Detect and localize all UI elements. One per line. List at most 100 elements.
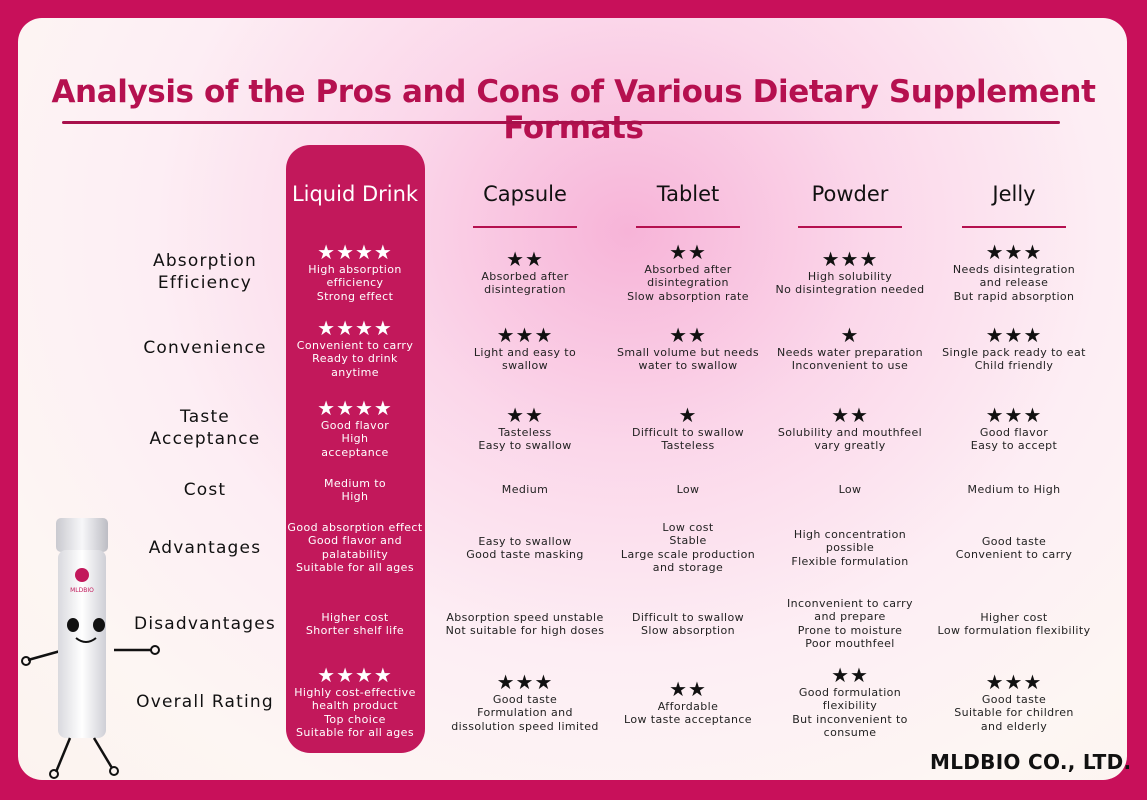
cell-text-line: Low xyxy=(838,483,862,496)
row-label-line: Efficiency xyxy=(157,273,253,293)
infographic-card xyxy=(18,18,1127,780)
cell-text-line: water to swallow xyxy=(638,359,738,373)
cell-capsule-cost: Medium xyxy=(443,483,607,496)
cell-text-line: Absorbed after xyxy=(481,270,569,283)
cell-text-line: Medium xyxy=(501,483,549,496)
star-rating: ★★★ xyxy=(496,323,554,347)
mascot-bottle-illustration: MLDBIO xyxy=(21,518,160,779)
row-label-line: Acceptance xyxy=(149,429,261,449)
cell-text-line: Convenient to carry xyxy=(296,339,414,352)
cell-text-line: and storage xyxy=(652,561,724,575)
page-title: Analysis of the Pros and Cons of Various… xyxy=(51,74,1096,146)
cell-liquid-drink-absorption-efficiency: ★★★★ High absorption efficiency Strong effe… xyxy=(273,241,437,303)
cell-text-line: Suitable for children xyxy=(954,706,1074,720)
cell-text-line: consume xyxy=(823,726,877,740)
star-rating: ★★★ xyxy=(985,670,1043,694)
cell-text-line: Medium to High xyxy=(967,483,1061,496)
cell-text-line: Difficult to swallow xyxy=(631,611,745,624)
cell-text-line: possible xyxy=(825,541,875,555)
row-label-taste-acceptance: Taste Acceptance xyxy=(120,406,290,450)
cell-text-line: High solubility xyxy=(807,270,893,283)
cell-text-line: Slow absorption xyxy=(640,624,736,638)
cell-text-line: Top choice xyxy=(324,712,386,726)
cell-text-line: Easy to swallow xyxy=(478,535,572,548)
star-rating: ★★★★ xyxy=(317,663,393,687)
cell-text-line: Light and easy to xyxy=(473,346,577,359)
cell-text-line: Good taste xyxy=(981,693,1047,706)
row-label-overall-rating: Overall Rating xyxy=(120,691,290,713)
cell-text-line: Good formulation xyxy=(798,686,902,699)
star-rating: ★ xyxy=(840,323,860,347)
star-rating: ★★ xyxy=(669,240,707,264)
cell-text-line: Strong effect xyxy=(316,289,394,303)
column-header-underline xyxy=(473,226,577,228)
cell-text-line: Higher cost xyxy=(321,611,389,624)
row-label-convenience: Convenience xyxy=(120,337,290,359)
star-rating: ★★ xyxy=(831,403,869,427)
liquid-drink-highlight-column xyxy=(286,145,425,753)
cell-jelly-overall-rating: ★★★ Good taste Suitable for children and el… xyxy=(932,671,1096,733)
cell-text-line: Single pack ready to eat xyxy=(942,346,1086,359)
cell-tablet-disadvantages: Difficult to swallow Slow absorption xyxy=(606,611,770,638)
cell-capsule-advantages: Easy to swallow Good taste masking xyxy=(443,535,607,562)
column-header-jelly: Jelly xyxy=(992,182,1036,206)
cell-text-line: Needs water preparation xyxy=(776,346,924,359)
cell-text-line: Tasteless xyxy=(498,426,552,439)
cell-text-line: Needs disintegration xyxy=(952,263,1076,276)
star-rating: ★★ xyxy=(506,247,544,271)
cell-text-line: Easy to accept xyxy=(970,439,1058,453)
cell-text-line: Poor mouthfeel xyxy=(805,637,895,651)
cell-text-line: dissolution speed limited xyxy=(451,719,599,733)
cell-text-line: Tasteless xyxy=(661,439,715,453)
cell-jelly-absorption-efficiency: ★★★ Needs disintegration and release But ra… xyxy=(932,241,1096,303)
cell-liquid-drink-disadvantages: Higher cost Shorter shelf life xyxy=(273,611,437,638)
star-rating: ★★★ xyxy=(985,403,1043,427)
column-header-underline xyxy=(962,226,1066,228)
row-label-line: Cost xyxy=(183,480,227,500)
cell-text-line: Suitable for all ages xyxy=(296,726,414,740)
cell-text-line: efficiency xyxy=(326,276,384,290)
cell-text-line: But inconvenient to xyxy=(792,712,908,726)
cell-tablet-convenience: ★★ Small volume but needs water to swallow xyxy=(606,324,770,373)
star-rating: ★★ xyxy=(669,323,707,347)
cell-tablet-overall-rating: ★★ Affordable Low taste acceptance xyxy=(606,678,770,727)
cell-capsule-taste-acceptance: ★★ Tasteless Easy to swallow xyxy=(443,404,607,453)
cell-powder-advantages: High concentration possible Flexible formu… xyxy=(768,528,932,568)
cell-tablet-absorption-efficiency: ★★ Absorbed after disintegration Slow absor… xyxy=(606,241,770,303)
star-rating: ★★ xyxy=(669,677,707,701)
column-header-liquid-drink: Liquid Drink xyxy=(291,182,419,206)
cell-text-line: anytime xyxy=(331,365,379,379)
cell-text-line: Shorter shelf life xyxy=(305,624,405,638)
cell-text-line: Affordable xyxy=(657,700,719,713)
cell-text-line: disintegration xyxy=(484,283,566,297)
cell-text-line: Good taste xyxy=(492,693,558,706)
cell-tablet-taste-acceptance: ★ Difficult to swallow Tasteless xyxy=(606,404,770,453)
cell-powder-overall-rating: ★★ Good formulation flexibility But inconve… xyxy=(768,664,932,740)
star-rating: ★★ xyxy=(506,403,544,427)
star-rating: ★★★★ xyxy=(317,316,393,340)
cell-text-line: Formulation and xyxy=(477,706,573,720)
cell-text-line: acceptance xyxy=(321,445,389,459)
cell-text-line: High xyxy=(341,432,369,446)
cell-text-line: Prone to moisture xyxy=(797,623,903,637)
cell-text-line: High concentration xyxy=(793,528,907,541)
column-header-underline xyxy=(636,226,740,228)
mascot-logo-text: MLDBIO xyxy=(70,587,94,594)
cell-liquid-drink-overall-rating: ★★★★ Highly cost-effective health product T… xyxy=(273,664,437,740)
star-rating: ★ xyxy=(678,403,698,427)
cell-jelly-disadvantages: Higher cost Low formulation flexibility xyxy=(932,611,1096,638)
column-header-underline xyxy=(798,226,902,228)
cell-text-line: Solubility and mouthfeel xyxy=(777,426,923,439)
cell-text-line: Medium to xyxy=(323,477,387,490)
cell-text-line: But rapid absorption xyxy=(953,289,1075,303)
cell-text-line: and release xyxy=(979,276,1049,290)
cell-powder-convenience: ★ Needs water preparation Inconvenient to … xyxy=(768,324,932,373)
row-label-line: Taste xyxy=(180,407,230,427)
cell-text-line: health product xyxy=(311,699,399,713)
cell-text-line: Small volume but needs xyxy=(616,346,760,359)
cell-liquid-drink-convenience: ★★★★ Convenient to carry Ready to drink any… xyxy=(273,317,437,379)
cell-jelly-cost: Medium to High xyxy=(932,483,1096,496)
cell-text-line: and prepare xyxy=(814,610,886,624)
row-label-absorption-efficiency: Absorption Efficiency xyxy=(120,250,290,294)
cell-text-line: Good taste masking xyxy=(466,548,584,562)
